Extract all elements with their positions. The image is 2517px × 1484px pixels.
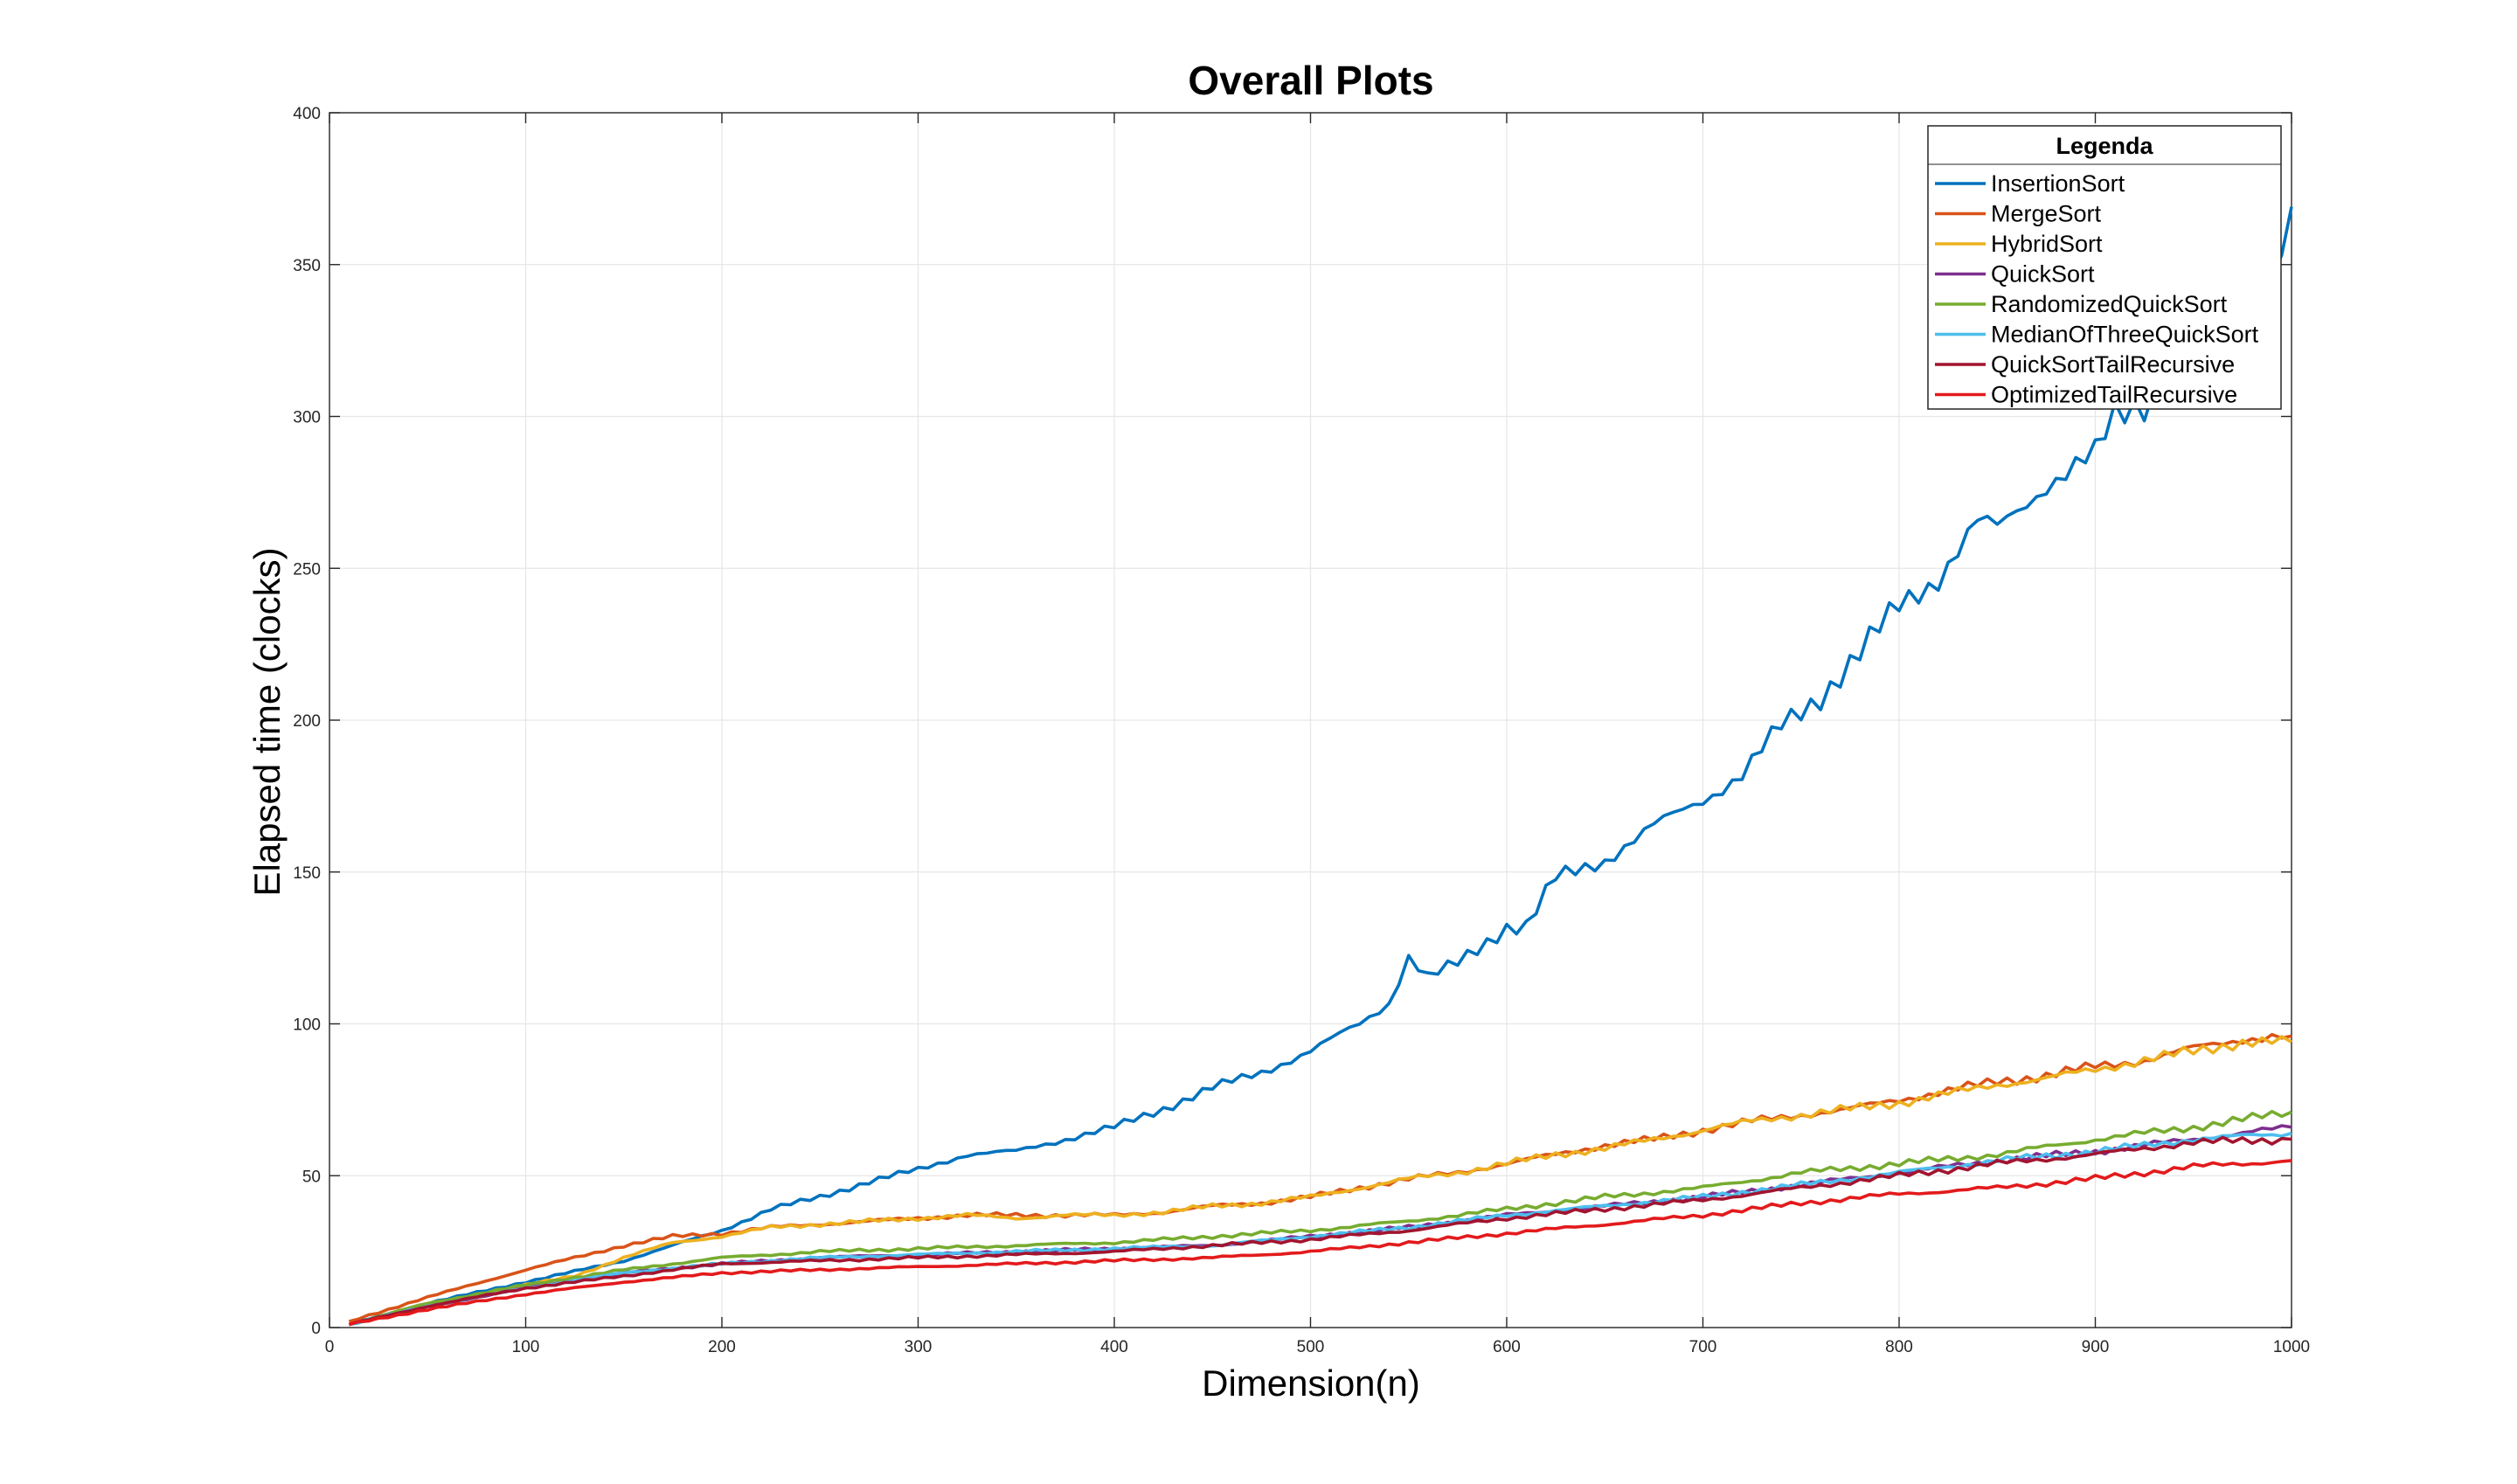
y-tick-label-6: 300 <box>293 409 321 427</box>
series-line-5 <box>349 1131 2292 1327</box>
legend-items: InsertionSort MergeSort HybridSort QuickSor… <box>1935 170 2259 408</box>
legend-title: Legenda <box>2056 133 2153 159</box>
legend-label-7: OptimizedTailRecursive <box>1991 382 2237 408</box>
y-tick-label-4: 200 <box>293 712 321 731</box>
legend-label-3: QuickSort <box>1991 261 2095 288</box>
series-line-7 <box>348 1159 2292 1327</box>
y-tick-label-8: 400 <box>293 105 321 123</box>
y-tick-label-2: 100 <box>293 1016 321 1035</box>
y-tick-label-3: 150 <box>293 864 321 883</box>
y-tick-label-0: 0 <box>311 1320 321 1338</box>
series-line-1 <box>348 1032 2292 1323</box>
x-tick-label-1: 100 <box>512 1338 540 1356</box>
x-tick-label-0: 0 <box>325 1338 335 1356</box>
y-tick-label-1: 50 <box>302 1168 321 1186</box>
x-tick-label-10: 1000 <box>2273 1338 2310 1356</box>
legend-label-5: MedianOfThreeQuickSort <box>1991 322 2259 348</box>
x-axis-label: Dimension(n) <box>1202 1363 1420 1404</box>
series-lines <box>348 206 2293 1327</box>
x-tick-label-7: 700 <box>1689 1338 1717 1356</box>
legend-label-1: MergeSort <box>1991 201 2102 227</box>
series-line-0 <box>348 206 2293 1327</box>
ticks: 0 100 200 300 400 500 600 700 800 900 1000 0 50 100 15… <box>293 105 2310 1356</box>
x-tick-label-5: 500 <box>1297 1338 1325 1356</box>
series-line-4 <box>349 1109 2292 1327</box>
series-line-6 <box>348 1135 2292 1327</box>
y-axis-label: Elapsed time (clocks) <box>246 547 288 896</box>
series-line-2 <box>349 1035 2292 1327</box>
legend-label-4: RandomizedQuickSort <box>1991 291 2228 317</box>
legend-label-2: HybridSort <box>1991 231 2103 257</box>
chart-title: Overall Plots <box>1188 58 1433 103</box>
x-tick-label-4: 400 <box>1100 1338 1128 1356</box>
x-tick-label-8: 800 <box>1885 1338 1913 1356</box>
x-tick-label-6: 600 <box>1493 1338 1521 1356</box>
y-tick-label-7: 350 <box>293 257 321 275</box>
x-tick-label-2: 200 <box>708 1338 736 1356</box>
x-tick-label-3: 300 <box>905 1338 933 1356</box>
legend: Legenda InsertionSort MergeSort HybridSort… <box>1927 125 2282 410</box>
x-tick-label-9: 900 <box>2082 1338 2110 1356</box>
legend-label-6: QuickSortTailRecursive <box>1991 351 2235 378</box>
legend-box <box>1927 125 2282 410</box>
y-tick-label-5: 250 <box>293 560 321 579</box>
legend-label-0: InsertionSort <box>1991 170 2125 197</box>
